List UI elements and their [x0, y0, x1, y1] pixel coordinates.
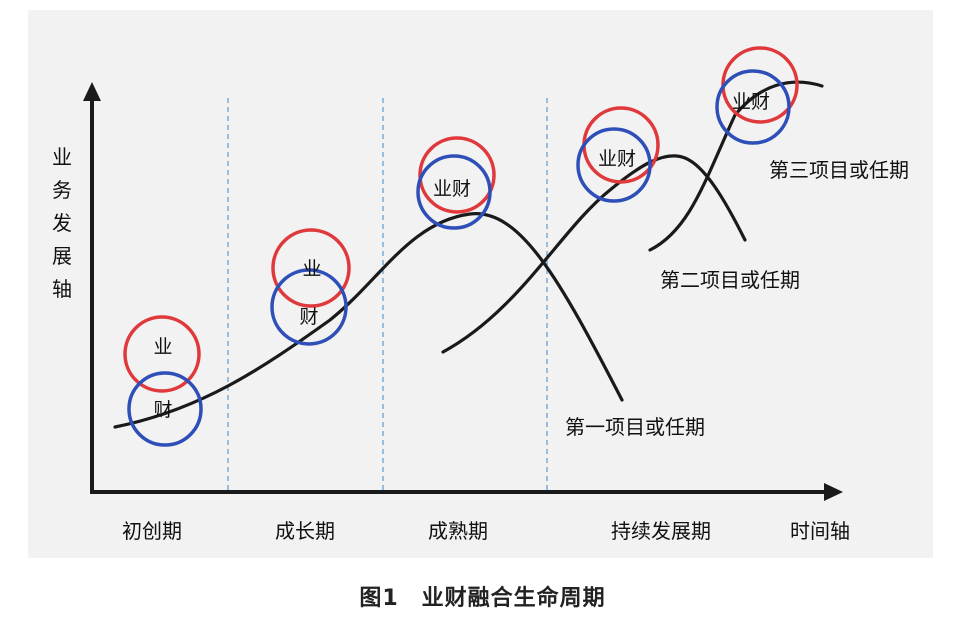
curve-label-second-term: 第二项目或任期	[660, 268, 800, 292]
finance-circle-startup	[127, 371, 203, 447]
y-axis-arrow	[83, 82, 101, 101]
x-axis-label: 时间轴	[790, 519, 850, 543]
finance-circle-third	[715, 69, 791, 145]
finance-circle-growth	[270, 268, 348, 346]
curve-first-term	[113, 212, 624, 429]
stage-label-growth: 成长期	[275, 519, 335, 543]
combined-label-maturity: 业财	[433, 178, 471, 200]
finance-circle-sustained	[576, 127, 652, 203]
y-axis-label-char-4: 展	[52, 244, 72, 268]
business-label-startup: 业	[153, 336, 172, 358]
curve-second-term	[441, 154, 747, 354]
business-label-growth: 业	[302, 258, 321, 280]
curve-third-term	[648, 80, 824, 252]
business-circle-maturity	[418, 136, 496, 214]
stage-label-sustained: 持续发展期	[611, 519, 711, 543]
y-axis-label-char-3: 发	[52, 211, 72, 235]
business-circle-growth	[271, 228, 351, 308]
figure-caption: 图1 业财融合生命周期	[359, 586, 606, 611]
figure-background	[28, 10, 933, 558]
curve-label-third-term: 第三项目或任期	[769, 158, 909, 182]
business-circle-startup	[123, 315, 201, 393]
y-axis-label-char-2: 务	[52, 178, 72, 202]
stage-label-startup: 初创期	[122, 519, 182, 543]
finance-label-growth: 财	[299, 306, 318, 328]
y-axis-label-char-5: 轴	[52, 277, 72, 301]
y-axis-label-char-1: 业	[52, 145, 72, 169]
finance-label-startup: 财	[153, 399, 172, 421]
combined-label-sustained: 业财	[598, 148, 636, 170]
combined-label-third: 业财	[732, 91, 770, 113]
x-axis-arrow	[824, 483, 843, 501]
business-circle-sustained	[582, 106, 660, 184]
curve-label-first-term: 第一项目或任期	[565, 415, 705, 439]
finance-circle-maturity	[416, 154, 492, 230]
stage-label-maturity: 成熟期	[428, 519, 488, 543]
